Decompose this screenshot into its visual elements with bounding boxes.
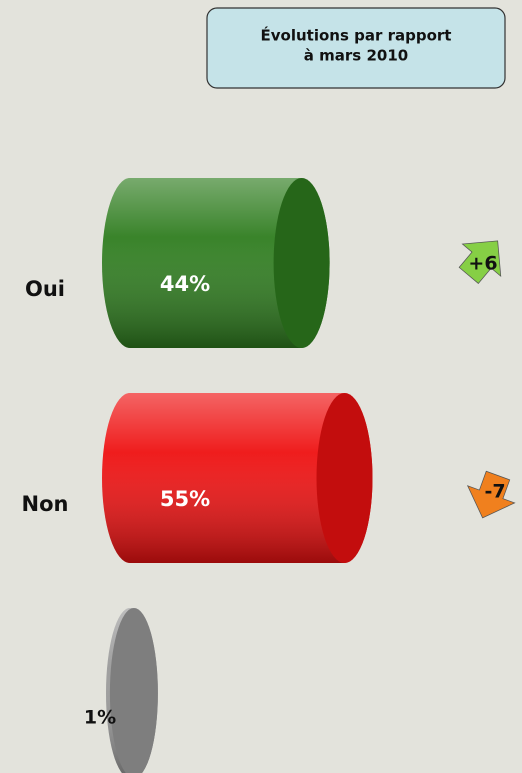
value-label: 55% xyxy=(160,487,210,511)
change-label: +6 xyxy=(468,253,497,275)
annotation-line: Évolutions par rapport xyxy=(261,26,452,45)
bar-cap-shade xyxy=(109,608,158,773)
annotation-line: à mars 2010 xyxy=(304,47,408,65)
value-label: 44% xyxy=(160,272,210,296)
category-label: Non xyxy=(22,492,69,516)
bar-cap xyxy=(109,608,158,773)
change-arrow xyxy=(466,470,516,519)
bar-shading xyxy=(102,393,373,563)
bar-shading xyxy=(102,178,330,348)
category-label: Oui xyxy=(25,277,65,301)
change-label: -7 xyxy=(484,481,505,503)
annotation-box xyxy=(206,7,506,89)
bar-cap xyxy=(316,393,373,563)
bar-cap-shade xyxy=(273,178,330,348)
bar-cap xyxy=(273,178,330,348)
bar-cap-shade xyxy=(316,393,373,563)
change-arrow xyxy=(458,240,502,284)
value-label: 1% xyxy=(84,707,116,729)
